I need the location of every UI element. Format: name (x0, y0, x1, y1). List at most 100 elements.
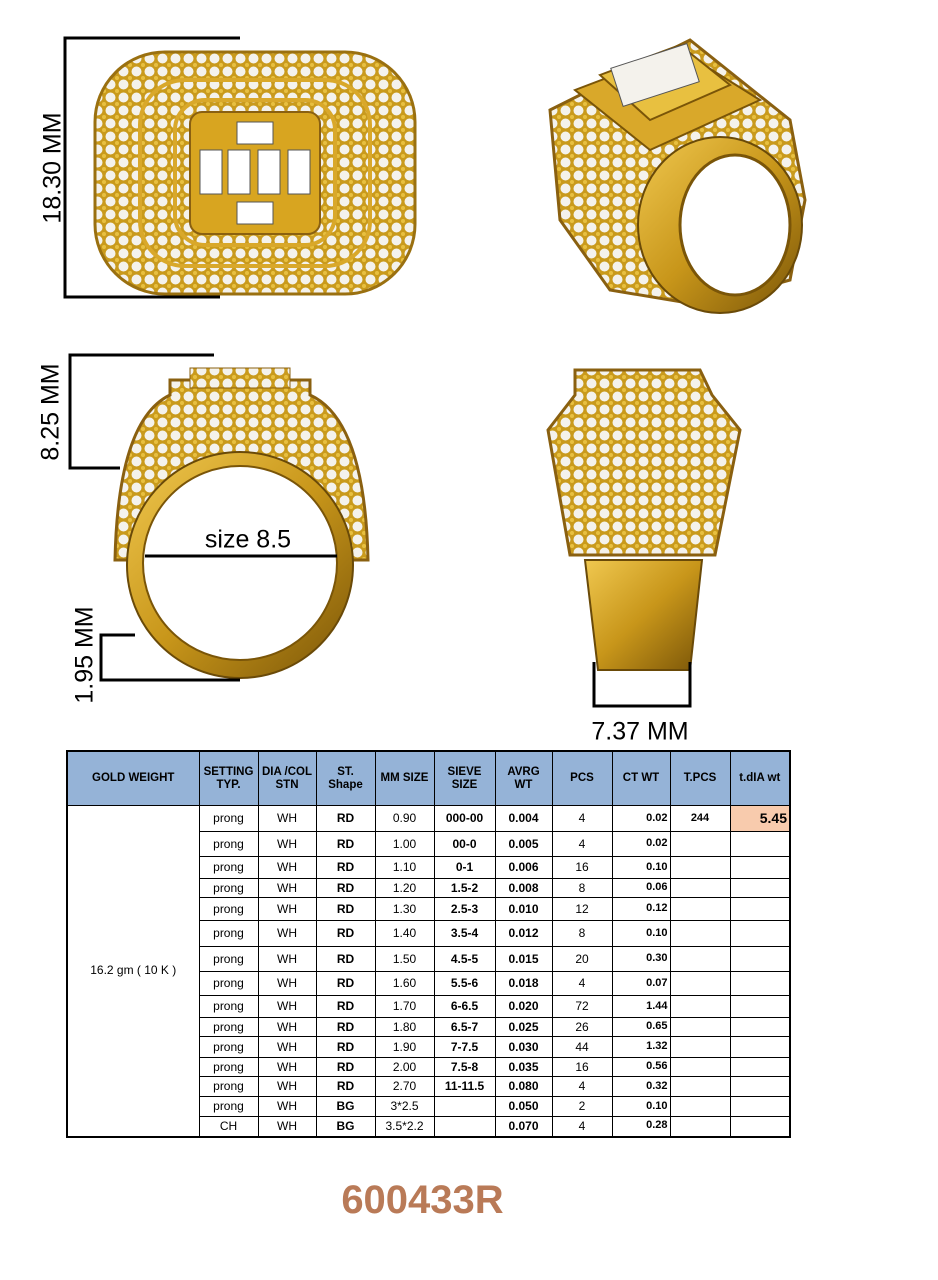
table-cell: RD (315, 897, 376, 921)
empty-cell (669, 1017, 731, 1037)
empty-cell (729, 831, 791, 857)
table-cell: 0.02 (611, 831, 671, 857)
table-cell: prong (198, 1017, 259, 1037)
table-row: prong WH RD 2.70 11-11.5 0.080 4 0.32 (67, 1076, 791, 1097)
table-cell: WH (257, 805, 317, 832)
table-cell: BG (315, 1096, 376, 1117)
table-cell: 0.10 (611, 1096, 671, 1117)
table-cell: 0.10 (611, 920, 671, 947)
empty-cell (729, 1116, 791, 1137)
table-cell: 1.44 (611, 995, 671, 1018)
table-cell: 5.5-6 (433, 971, 496, 996)
table-cell: 3*2.5 (374, 1096, 435, 1117)
table-cell: 1.5-2 (433, 878, 496, 898)
dimension-label: 1.95 MM (71, 606, 99, 703)
empty-cell (669, 856, 731, 879)
empty-cell (669, 995, 731, 1018)
table-cell: 4 (551, 1116, 613, 1137)
table-row: prong WH BG 3*2.5 0.050 2 0.10 (67, 1096, 791, 1117)
column-header: SIEVE SIZE (433, 750, 496, 806)
table-cell: 000-00 (433, 805, 496, 832)
table-cell: 0.28 (611, 1116, 671, 1137)
table-cell: RD (315, 878, 376, 898)
table-cell: 2.5-3 (433, 897, 496, 921)
table-row: prong WH RD 2.00 7.5-8 0.035 16 0.56 (67, 1057, 791, 1077)
table-row: 16.2 gm ( 10 K ) prong WH RD 0.90 000-00 0.004… (66, 805, 791, 1137)
empty-cell (729, 1096, 791, 1117)
column-header: ST. Shape (315, 750, 376, 806)
header-row: GOLD WEIGHT SETTING TYP. DIA /COL STN ST. S… (66, 750, 791, 806)
table-cell: prong (198, 831, 259, 857)
table-cell: 4 (551, 805, 613, 832)
table-cell: 26 (551, 1017, 613, 1037)
table-cell: RD (315, 995, 376, 1018)
table-cell: 2.70 (374, 1076, 435, 1097)
table-cell: 3.5-4 (433, 920, 496, 947)
table-cell: 72 (551, 995, 613, 1018)
table-cell: RD (315, 971, 376, 996)
table-cell: RD (315, 1036, 376, 1058)
table-cell (433, 1116, 496, 1137)
table-cell: 0.65 (611, 1017, 671, 1037)
table-cell: 8 (551, 920, 613, 947)
table-cell: 1.20 (374, 878, 435, 898)
table-cell: 0-1 (433, 856, 496, 879)
empty-cell (729, 946, 791, 972)
table-row: prong WH RD 1.50 4.5-5 0.015 20 0.30 (67, 946, 791, 972)
table-cell: 8 (551, 878, 613, 898)
table-cell: 0.050 (494, 1096, 553, 1117)
table-cell: RD (315, 946, 376, 972)
empty-cell (729, 995, 791, 1018)
table-cell: 0.008 (494, 878, 553, 898)
table-cell: prong (198, 1036, 259, 1058)
table-cell: WH (257, 1036, 317, 1058)
table-row: CH WH BG 3.5*2.2 0.070 4 0.28 (67, 1116, 791, 1137)
table-cell: 0.005 (494, 831, 553, 857)
table-cell: 4 (551, 971, 613, 996)
table-cell: 0.30 (611, 946, 671, 972)
table-cell: 0.90 (374, 805, 435, 832)
table-cell: CH (198, 1116, 259, 1137)
column-header: GOLD WEIGHT (66, 750, 200, 806)
empty-cell (669, 897, 731, 921)
empty-cell (729, 971, 791, 996)
table-cell: prong (198, 897, 259, 921)
table-cell: prong (198, 920, 259, 947)
table-cell: 1.10 (374, 856, 435, 879)
table-cell: 6.5-7 (433, 1017, 496, 1037)
table-cell: WH (257, 1057, 317, 1077)
table-cell: prong (198, 1057, 259, 1077)
table-cell: 16 (551, 856, 613, 879)
table-cell: 0.080 (494, 1076, 553, 1097)
table-cell: WH (257, 1116, 317, 1137)
table-row: prong WH RD 1.90 7-7.5 0.030 44 1.32 (67, 1036, 791, 1058)
total-pcs-cell: 244 (669, 805, 731, 832)
table-cell: 1.30 (374, 897, 435, 921)
table-row: prong WH RD 1.10 0-1 0.006 16 0.10 (67, 856, 791, 879)
empty-cell (669, 1116, 731, 1137)
table-cell: 11-11.5 (433, 1076, 496, 1097)
table-cell: 0.012 (494, 920, 553, 947)
table-cell: 12 (551, 897, 613, 921)
table-cell: 1.40 (374, 920, 435, 947)
empty-cell (729, 1076, 791, 1097)
table-cell: WH (257, 946, 317, 972)
table-cell: 3.5*2.2 (374, 1116, 435, 1137)
table-body: 16.2 gm ( 10 K ) prong WH RD 0.90 000-00 0.004… (66, 805, 791, 1137)
column-header: CT WT (611, 750, 671, 806)
table-cell: 0.010 (494, 897, 553, 921)
table-cell: 0.02 (611, 805, 671, 832)
table-cell: prong (198, 856, 259, 879)
table-cell: 4 (551, 831, 613, 857)
table-cell: 1.60 (374, 971, 435, 996)
table-cell: 20 (551, 946, 613, 972)
table-cell: WH (257, 920, 317, 947)
empty-cell (669, 1057, 731, 1077)
empty-cell (729, 1036, 791, 1058)
spec-table: GOLD WEIGHT SETTING TYP. DIA /COL STN ST. S… (66, 750, 791, 1138)
empty-cell (729, 1057, 791, 1077)
empty-cell (669, 1076, 731, 1097)
table-cell: WH (257, 1017, 317, 1037)
empty-cell (729, 856, 791, 879)
